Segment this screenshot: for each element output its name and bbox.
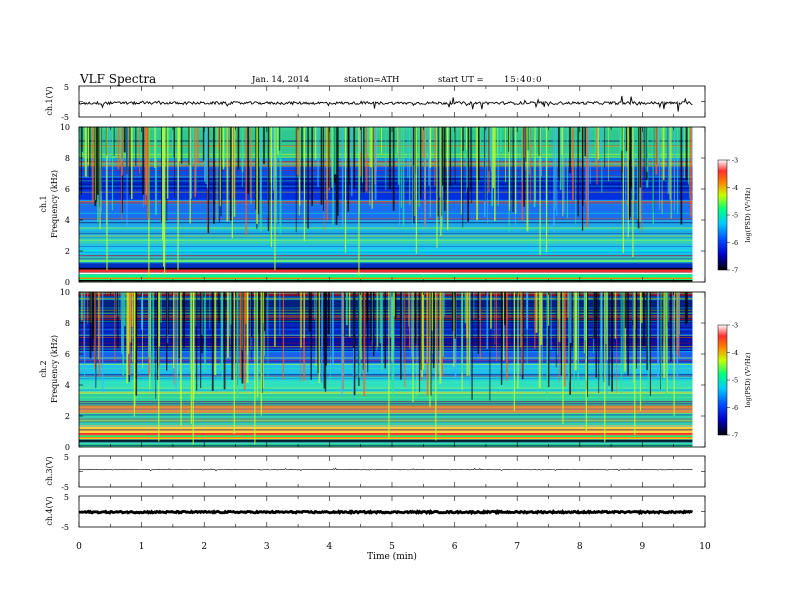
y-tick-label: 8 — [65, 319, 70, 328]
colorbar-tick-label: -7 — [732, 432, 738, 440]
ch3-trace — [78, 467, 693, 472]
colorbar-tick-label: -4 — [732, 349, 738, 357]
colorbar-tick-label: -3 — [732, 157, 738, 165]
colorbar-tick-label: -6 — [732, 404, 738, 412]
date-label: Jan. 14, 2014 — [252, 75, 310, 85]
y-axis-label: ch.1(V) — [45, 86, 54, 115]
ch1-spectrogram-panel — [79, 127, 705, 283]
x-tick-label: 3 — [264, 542, 270, 552]
y-axis-label: ch.3(V) — [45, 456, 54, 485]
colorbar-tick-label: -5 — [732, 212, 738, 220]
x-tick-label: 4 — [327, 542, 333, 552]
colorbar-tick-label: -7 — [732, 267, 738, 275]
y-tick-label: -5 — [61, 483, 69, 492]
x-tick-label: 0 — [76, 542, 82, 552]
y-tick-label: 5 — [64, 453, 69, 462]
y-tick-label: 10 — [60, 288, 70, 297]
colorbar-label: log(PSD) (V²/Hz) — [744, 187, 752, 242]
x-tick-label: 8 — [577, 542, 583, 552]
x-tick-label: 7 — [514, 542, 520, 552]
x-tick-label: 6 — [452, 542, 458, 552]
y-tick-label: 6 — [65, 350, 70, 359]
y-tick-label: -5 — [61, 113, 69, 122]
station-label: station=ATH — [344, 75, 400, 85]
x-tick-label: 10 — [699, 542, 711, 552]
y-tick-label: 5 — [64, 493, 69, 502]
y-axis-label: Frequency (kHz) — [50, 170, 59, 238]
x-tick-label: 9 — [640, 542, 646, 552]
y-tick-label: 4 — [65, 216, 70, 225]
y-tick-label: 2 — [65, 412, 70, 421]
ch2-colorbar — [717, 324, 728, 436]
y-tick-label: 8 — [65, 154, 70, 163]
ch1-trace — [78, 95, 693, 112]
x-tick-label: 5 — [389, 542, 395, 552]
colorbar-label: log(PSD) (V²/Hz) — [744, 352, 752, 407]
y-tick-label: 10 — [60, 123, 70, 132]
y-axis-label: ch.1 — [39, 195, 48, 212]
y-tick-label: 5 — [64, 83, 69, 92]
y-tick-label: 2 — [65, 247, 70, 256]
ch4-trace — [79, 509, 694, 516]
colorbar-tick-label: -3 — [732, 322, 738, 330]
colorbar-tick-label: -5 — [732, 377, 738, 385]
y-tick-label: -5 — [61, 523, 69, 532]
x-axis-label: Time (min) — [367, 551, 417, 562]
chart-title: VLF Spectra — [80, 72, 157, 86]
y-tick-label: 0 — [65, 443, 70, 452]
x-tick-label: 1 — [139, 542, 145, 552]
y-axis-label: ch.2 — [39, 360, 48, 377]
colorbar-tick-label: -6 — [732, 239, 738, 247]
start-time-label: 15:40:0 — [504, 75, 543, 85]
colorbar-tick-label: -4 — [732, 184, 738, 192]
y-tick-label: 0 — [65, 278, 70, 287]
x-tick-label: 2 — [201, 542, 207, 552]
y-tick-label: 6 — [65, 185, 70, 194]
y-tick-label: 4 — [65, 381, 70, 390]
ch1-colorbar — [717, 159, 728, 271]
y-axis-label: Frequency (kHz) — [50, 335, 59, 403]
y-axis-label: ch.4(V) — [45, 496, 54, 525]
ch2-spectrogram-panel — [79, 292, 705, 447]
start-label: start UT = — [438, 75, 484, 85]
